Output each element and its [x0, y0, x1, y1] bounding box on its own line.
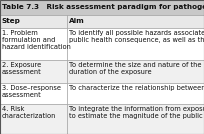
- Bar: [67, 15, 204, 28]
- Text: 3. Dose–response
assessment: 3. Dose–response assessment: [2, 85, 61, 98]
- Bar: [67, 83, 204, 104]
- Bar: [67, 28, 204, 59]
- Text: Aim: Aim: [69, 18, 85, 24]
- Text: Step: Step: [2, 18, 21, 24]
- Text: 4. Risk
characterization: 4. Risk characterization: [2, 106, 56, 120]
- Text: To integrate the information from exposure, d
to estimate the magnitude of the p: To integrate the information from exposu…: [69, 106, 204, 120]
- Text: Table 7.3   Risk assessment paradigm for pathogen health r: Table 7.3 Risk assessment paradigm for p…: [2, 4, 204, 10]
- Text: 2. Exposure
assessment: 2. Exposure assessment: [2, 62, 41, 75]
- Text: 1. Problem
formulation and
hazard identification: 1. Problem formulation and hazard identi…: [2, 30, 71, 50]
- Bar: [0, 28, 67, 59]
- Bar: [0, 104, 67, 134]
- Bar: [0, 15, 67, 28]
- Text: To determine the size and nature of the popula
duration of the exposure: To determine the size and nature of the …: [69, 62, 204, 75]
- Bar: [0, 0, 204, 15]
- Text: To identify all possible hazards associated wit
public health consequence, as we: To identify all possible hazards associa…: [69, 30, 204, 43]
- Bar: [0, 83, 67, 104]
- Bar: [67, 59, 204, 83]
- Text: To characterize the relationship between expo: To characterize the relationship between…: [69, 85, 204, 91]
- Bar: [67, 104, 204, 134]
- Bar: [0, 59, 67, 83]
